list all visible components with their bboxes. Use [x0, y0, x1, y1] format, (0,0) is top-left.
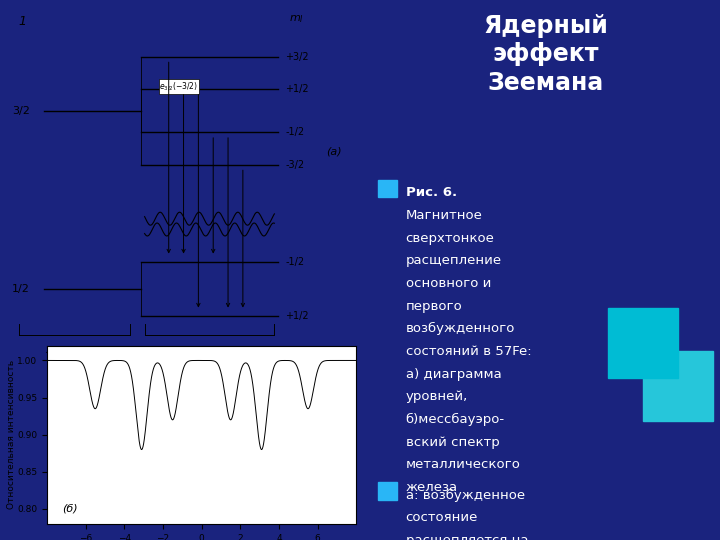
Text: а: возбужденное: а: возбужденное [406, 489, 525, 502]
Bar [643, 351, 713, 421]
Text: металлического: металлического [406, 458, 521, 471]
Text: сверхтонкое: сверхтонкое [406, 232, 495, 245]
Text: (б): (б) [63, 503, 78, 513]
Text: а) диаграмма: а) диаграмма [406, 368, 501, 381]
Text: $m_I$: $m_I$ [289, 13, 304, 25]
Text: состояние: состояние [406, 511, 478, 524]
Text: +3/2: +3/2 [286, 52, 309, 62]
Text: $e_{3/2}(-3/2)$: $e_{3/2}(-3/2)$ [159, 80, 199, 93]
Text: -1/2: -1/2 [286, 257, 305, 267]
Text: б)мессбауэро-: б)мессбауэро- [406, 413, 505, 426]
Text: +1/2: +1/2 [286, 311, 309, 321]
Text: возбужденного: возбужденного [406, 322, 515, 335]
Text: 1: 1 [19, 15, 27, 28]
Text: уровней,: уровней, [406, 390, 468, 403]
Bar [608, 308, 678, 378]
Text: первого: первого [406, 300, 462, 313]
Bar [378, 180, 397, 197]
Text: -3/2: -3/2 [286, 160, 305, 170]
Bar [378, 482, 397, 500]
Text: Рис. 6.: Рис. 6. [406, 186, 457, 199]
Text: +1/2: +1/2 [286, 84, 309, 94]
Text: Магнитное
сверхтонкое
расщепление: Магнитное сверхтонкое расщепление [176, 346, 240, 377]
Y-axis label: Относительная интенсивность: Относительная интенсивность [6, 360, 16, 509]
Text: расщепление: расщепление [406, 254, 502, 267]
Text: состояний в 57Fe:: состояний в 57Fe: [406, 345, 531, 358]
Text: железа: железа [406, 481, 458, 494]
Text: 1/2: 1/2 [12, 284, 30, 294]
Text: вский спектр: вский спектр [406, 436, 500, 449]
Text: 3/2: 3/2 [12, 106, 30, 116]
Text: (а): (а) [326, 146, 342, 156]
Text: основного и: основного и [406, 277, 491, 290]
Text: -1/2: -1/2 [286, 127, 305, 137]
Text: Ядерный
эффект
Зеемана: Ядерный эффект Зеемана [483, 14, 608, 95]
Text: Ядерный
сдвиг: Ядерный сдвиг [45, 346, 88, 366]
Text: Магнитное: Магнитное [406, 209, 482, 222]
Text: расщепляется на: расщепляется на [406, 534, 528, 540]
